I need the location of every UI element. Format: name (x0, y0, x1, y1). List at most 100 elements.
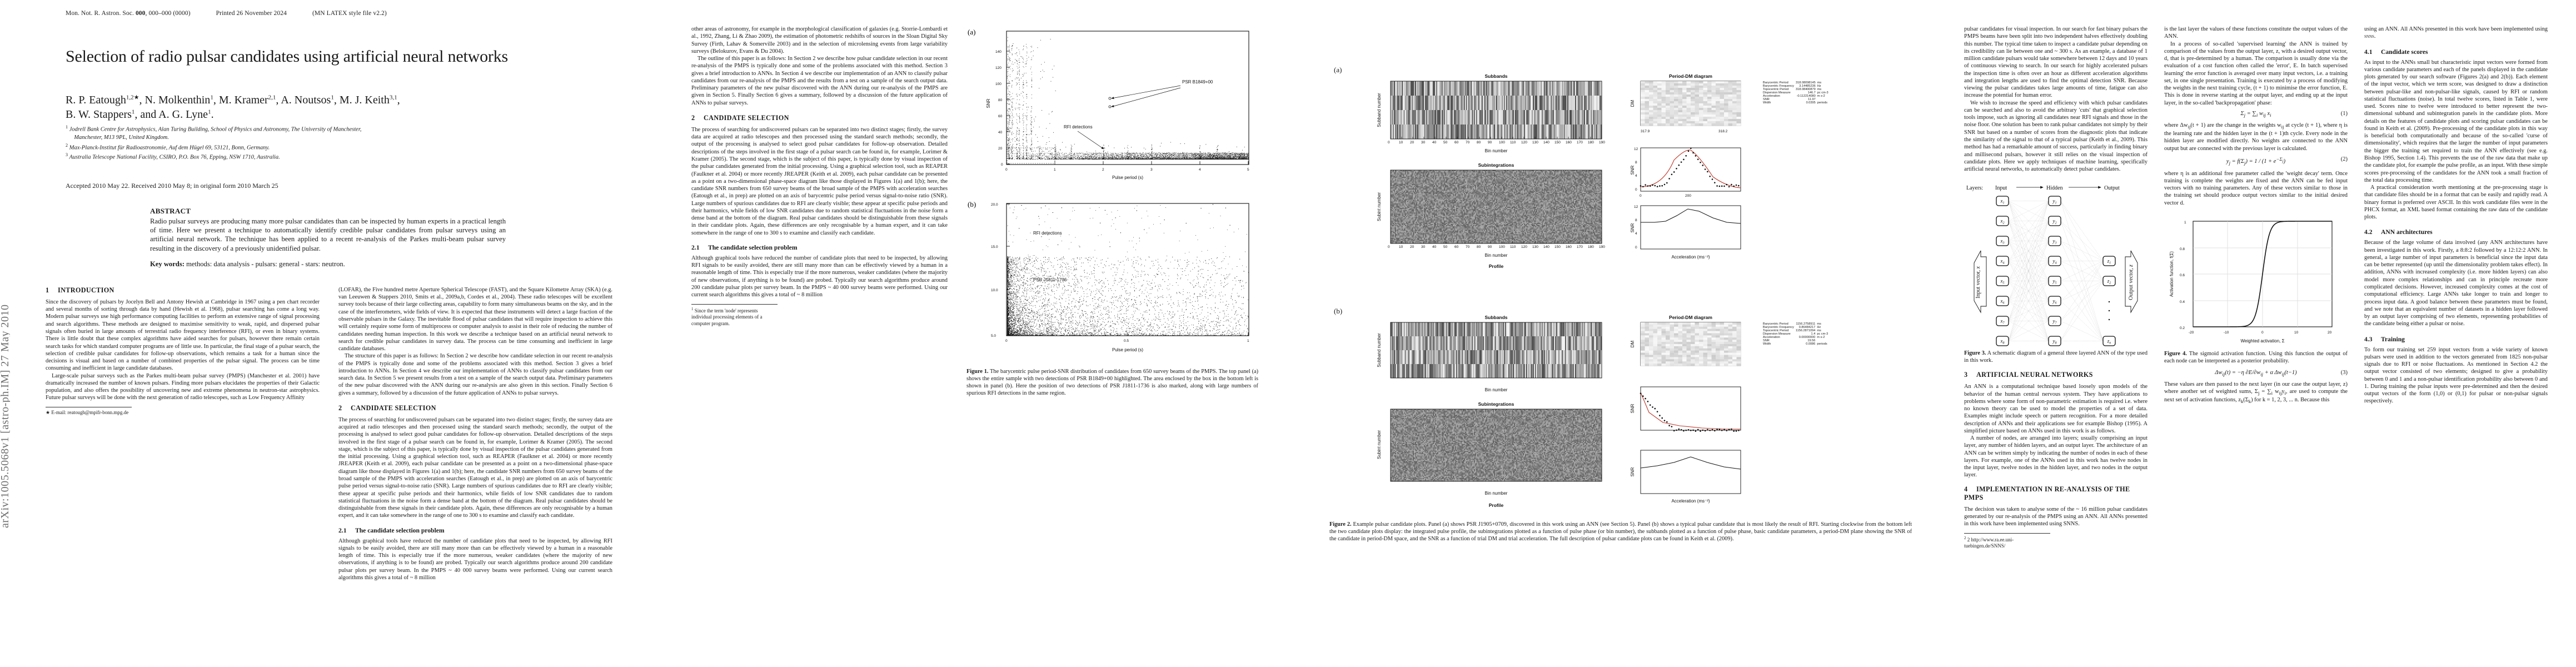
subsection-heading-ann-architectures: 4.2 ANN architectures (2364, 228, 2548, 236)
affiliation: 1 Jodrell Bank Centre for Astrophysics, … (66, 124, 627, 142)
y-tick: 80 (998, 98, 1003, 102)
x-tick: 0.5 (1124, 339, 1129, 343)
section-title: INTRODUCTION (58, 286, 114, 294)
param-value: 0.0086 (1796, 342, 1817, 346)
param-name: SNR (1763, 339, 1796, 342)
x-tick: 1 (1054, 168, 1056, 172)
y-tick: 20 (998, 147, 1003, 151)
column-3: other areas of astronomy, for example in… (691, 26, 948, 402)
table-row: Dispersion Measure 1.4 pc cm-3 (1763, 332, 1830, 336)
paragraph: pulsar candidates for visual inspection.… (1964, 26, 2148, 99)
section-number: 2 (338, 404, 351, 412)
annotation-psr: PSR B1849+00 (1182, 79, 1213, 84)
figure-2-caption-text: Example pulsar candidate plots. Panel (a… (1329, 521, 1912, 542)
footnote: 2 2 http://www.ra.ee.uni-tuebingen.de/SN… (1964, 532, 2050, 550)
x-tick: 0 (1005, 168, 1008, 172)
ann-input-node: x7 (1996, 316, 2009, 326)
paragraph: To form our training set 259 input vecto… (2364, 346, 2548, 405)
section-heading-candidate-selection-2: 2 CANDIDATE SELECTION (691, 114, 948, 122)
subint-title: Subintegrations (1478, 162, 1514, 168)
abstract-heading: ABSTRACT (150, 207, 506, 216)
param-unit: ms (1817, 329, 1830, 332)
paragraph: A practical consideration worth mentioni… (2364, 184, 2548, 221)
paragraph: A number of nodes, are arranged into lay… (1964, 435, 2148, 479)
y-tick: 100 (995, 82, 1001, 86)
ann-hidden-node: y4 (2048, 256, 2061, 266)
param-value: -0.112214080 (1796, 94, 1817, 98)
annotation-rfi: RFI detections (1064, 125, 1093, 130)
input-layer-label: Input (1995, 185, 2007, 191)
equation-1-number: (1) (2341, 111, 2348, 117)
sigmoid-xlabel: Weighted activation, Σ (2240, 339, 2284, 344)
page-3-figure-2: (a) Subbands Subband number Bin number 0… (1302, 0, 1940, 667)
page-title: Selection of radio pulsar candidates usi… (66, 47, 599, 67)
y-tick: 120 (995, 66, 1001, 70)
equation-1: Σj = ∑i wij xi (1) (2164, 111, 2348, 118)
subint-ylabel: Subint number (1377, 192, 1382, 221)
y-tick: 140 (995, 50, 1001, 54)
table-row: Acceleration -0.112214080 m s-2 (1763, 94, 1830, 98)
table-row: Width 0.0395 periods (1763, 101, 1830, 104)
table-row: Topocentric Period 1156.2871094 ms (1763, 329, 1830, 332)
ann-hidden-node: y2 (2048, 216, 2061, 226)
table-row: Barycentric Period 318.08098145 ms (1763, 81, 1830, 84)
ann-input-node: x8 (1996, 336, 2009, 346)
ann-output-node: z2 (2102, 276, 2116, 286)
ann-input-node: x1 (1996, 196, 2009, 206)
param-name: Width (1763, 342, 1796, 346)
ann-hidden-node: y8 (2048, 336, 2061, 346)
body-columns-page-4: pulsar candidates for visual inspection.… (1940, 26, 2576, 550)
subbands-xlabel-b: Bin number (1485, 387, 1508, 392)
profile-title: Profile (1489, 263, 1504, 269)
section-heading-ann: 3 ARTIFICIAL NEURAL NETWORKS (1964, 371, 2148, 379)
param-unit: ms (1817, 88, 1830, 91)
keywords-value: methods: data analysis - pulsars: genera… (186, 260, 345, 268)
ann-hidden-node: y6 (2048, 296, 2061, 306)
param-name: Width (1763, 101, 1796, 104)
candidate-parameter-table: Barycentric Period 318.08098145 ms Barycent… (1763, 81, 1830, 104)
paragraph: Large-scale pulsar surveys such as the P… (46, 372, 320, 402)
param-value: 1.4 (1796, 332, 1817, 336)
ann-hidden-node: y7 (2048, 316, 2061, 326)
x-tick: 4 (1199, 168, 1201, 172)
y-tick: 20.0 (991, 203, 998, 207)
footnote-url: 2 http://www.ra.ee.uni-tuebingen.de/SNNS… (1964, 537, 2014, 549)
param-value: 0.0395 (1796, 101, 1817, 104)
param-value: 318.08400879 (1796, 88, 1817, 91)
subbands-ylabel-b: Subband number (1377, 333, 1382, 367)
figure-1-panel-b: (b) 20.0 15.0 10.0 5.0 (968, 200, 1249, 352)
period-dm-xtick: 318.2 (1718, 130, 1728, 133)
param-unit: m s-2 (1817, 94, 1830, 98)
column-6: is the last layer the values of these fu… (2164, 26, 2348, 550)
paragraph: An ANN is a computational technique base… (1964, 383, 2148, 435)
subint-xlabel: Bin number (1485, 253, 1508, 258)
subint-title-b: Subintegrations (1478, 401, 1514, 407)
param-unit: periods (1817, 101, 1830, 104)
figure-2-caption: Figure 2. Example pulsar candidate plots… (1329, 521, 1912, 543)
figure-4-caption-text: The sigmoid activation function. Using t… (2164, 351, 2348, 364)
subsection-title: The candidate selection problem (708, 244, 797, 251)
snr-dm-ylabel-b: SNR (1630, 404, 1635, 413)
subsection-number: 4.1 (2364, 48, 2381, 56)
equation-1-body: Σj = ∑i wij xi (2240, 111, 2271, 118)
ann-input-node: x6 (1996, 296, 2009, 306)
column-2: (LOFAR), the Five hundred metre Aperture… (338, 286, 612, 581)
figure-1-label: Figure 1. (966, 369, 989, 375)
paragraph: These values are then passed to the next… (2164, 381, 2348, 405)
param-name: SNR (1763, 98, 1796, 101)
page-4: pulsar candidates for visual inspection.… (1940, 0, 2576, 667)
subint-ylabel-b: Subint number (1377, 430, 1382, 459)
abstract: ABSTRACT Radio pulsar surveys are produc… (150, 207, 506, 268)
panel-label-b: (b) (1334, 307, 1342, 316)
affiliation: 2 Max-Planck-Institut für Radioastronomi… (66, 142, 627, 152)
param-name: Acceleration (1763, 94, 1796, 98)
layers-label: Layers: (1966, 185, 1983, 191)
section-title: CANDIDATE SELECTION (704, 114, 789, 122)
keywords-label: Key words: (150, 260, 185, 268)
column-1: 1 INTRODUCTION Since the discovery of pul… (46, 286, 320, 581)
subbands-title-b: Subbands (1484, 315, 1507, 320)
figure-2-label: Figure 2. (1329, 521, 1352, 527)
column-4-figure-1: (a) 140 120 100 80 60 40 20 0 (966, 26, 1258, 402)
sigmoid-ylabel: Activation function, f(Σ) (2169, 251, 2174, 297)
panel-label-b: (b) (968, 200, 976, 208)
